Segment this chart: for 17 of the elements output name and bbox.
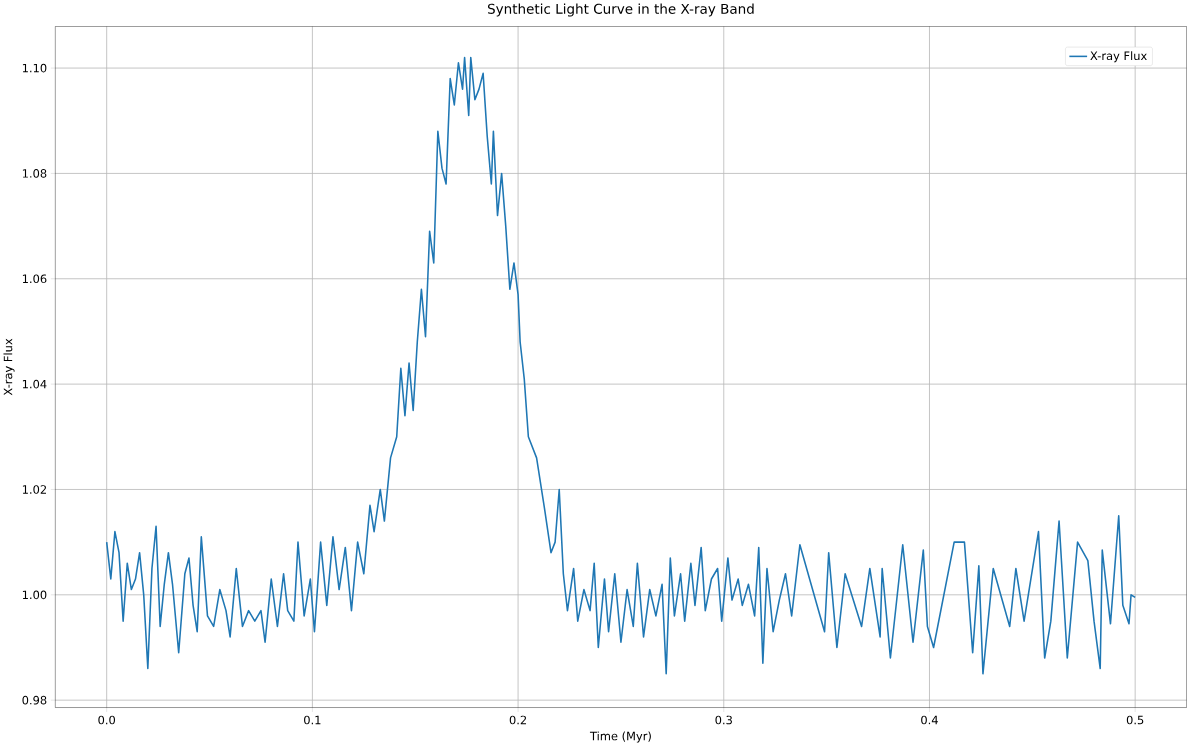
y-tick-label: 1.00 <box>22 590 47 600</box>
x-tick-label: 0.1 <box>304 715 321 725</box>
y-tick-label: 0.98 <box>22 695 47 705</box>
x-tick-label: 0.2 <box>509 715 527 725</box>
y-tick-label: 1.02 <box>22 485 46 494</box>
y-tick-label: 1.04 <box>22 379 47 389</box>
x-tick-label: 0.3 <box>715 715 732 725</box>
y-tick-label: 1.08 <box>22 169 47 178</box>
x-tick-label: 0.5 <box>1126 715 1144 725</box>
y-tick-label: 1.06 <box>22 274 47 284</box>
legend-label: X-ray Flux <box>1090 51 1147 63</box>
x-axis-title: Time (Myr) <box>589 731 651 743</box>
y-tick-label: 1.10 <box>22 63 47 73</box>
x-tick-label: 0.0 <box>98 715 116 725</box>
y-axis-title: X-ray Flux <box>3 338 15 396</box>
x-tick-label: 0.4 <box>921 715 938 725</box>
chart-title: Synthetic Light Curve in the X-ray Band <box>487 3 754 17</box>
